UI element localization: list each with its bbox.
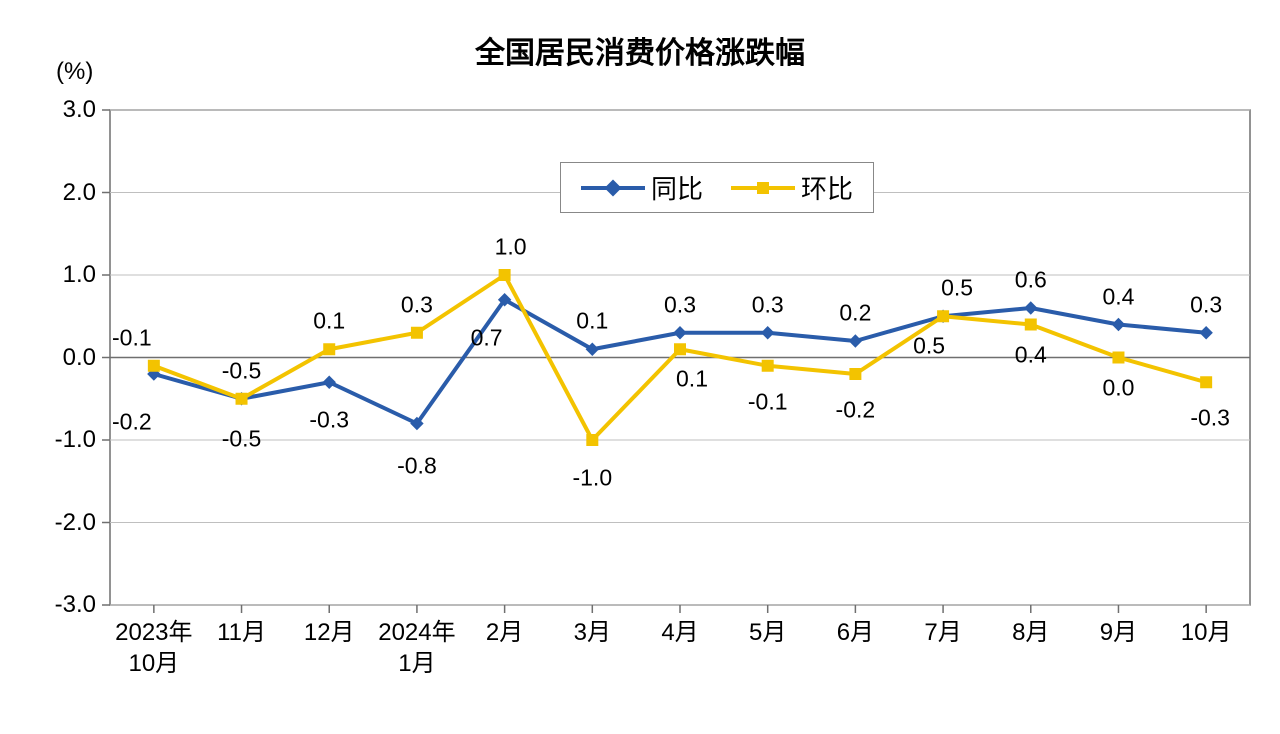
data-label: 1.0 — [495, 234, 527, 261]
y-tick-label: -1.0 — [55, 426, 96, 454]
y-tick-label: 2.0 — [63, 179, 96, 207]
x-tick-label: 8月 — [981, 617, 1081, 648]
data-label: 0.0 — [1102, 374, 1134, 401]
data-label: -0.1 — [748, 388, 788, 415]
x-tick-label: 10月 — [1156, 617, 1256, 648]
data-label: 0.1 — [676, 366, 708, 393]
data-label: -1.0 — [572, 465, 612, 492]
data-label: 0.1 — [313, 308, 345, 335]
x-tick-label: 7月 — [893, 617, 993, 648]
x-tick-label: 2月 — [455, 617, 555, 648]
data-label: 0.3 — [1190, 291, 1222, 318]
x-tick-label: 2023年 10月 — [104, 617, 204, 679]
legend: 同比 环比 — [560, 162, 874, 213]
x-tick-label: 4月 — [630, 617, 730, 648]
legend-label: 同比 — [651, 169, 703, 206]
data-label: 0.1 — [576, 308, 608, 335]
y-tick-label: -3.0 — [55, 591, 96, 619]
x-tick-label: 11月 — [192, 617, 292, 648]
data-label: 0.3 — [664, 291, 696, 318]
data-label: -0.3 — [309, 407, 349, 434]
x-tick-label: 12月 — [279, 617, 379, 648]
x-tick-label: 5月 — [718, 617, 818, 648]
data-label: -0.1 — [112, 324, 152, 351]
data-label: 0.4 — [1102, 283, 1134, 310]
data-label: 0.3 — [401, 291, 433, 318]
data-label: -0.5 — [222, 425, 262, 452]
data-label: 0.2 — [839, 300, 871, 327]
data-label: -0.5 — [222, 357, 262, 384]
data-label: 0.4 — [1015, 341, 1047, 368]
data-label: -0.8 — [397, 452, 437, 479]
legend-item: 同比 — [581, 169, 703, 206]
y-tick-label: 0.0 — [63, 344, 96, 372]
data-label: 0.7 — [471, 324, 503, 351]
x-tick-label: 9月 — [1068, 617, 1168, 648]
data-label: 0.3 — [752, 291, 784, 318]
data-label: 0.5 — [941, 275, 973, 302]
x-tick-label: 3月 — [542, 617, 642, 648]
x-tick-label: 6月 — [805, 617, 905, 648]
data-label: -0.3 — [1190, 405, 1230, 432]
y-tick-label: -2.0 — [55, 509, 96, 537]
legend-label: 环比 — [801, 169, 853, 206]
data-label: 0.6 — [1015, 267, 1047, 294]
data-label: -0.2 — [112, 409, 152, 436]
x-tick-label: 2024年 1月 — [367, 617, 467, 679]
y-tick-label: 3.0 — [63, 96, 96, 124]
data-label: 0.5 — [913, 333, 945, 360]
cpi-chart: 全国居民消费价格涨跌幅 (%) 3.02.01.00.0-1.0-2.0-3.0… — [0, 0, 1280, 734]
y-tick-label: 1.0 — [63, 261, 96, 289]
legend-item: 环比 — [731, 169, 853, 206]
data-label: -0.2 — [836, 397, 876, 424]
